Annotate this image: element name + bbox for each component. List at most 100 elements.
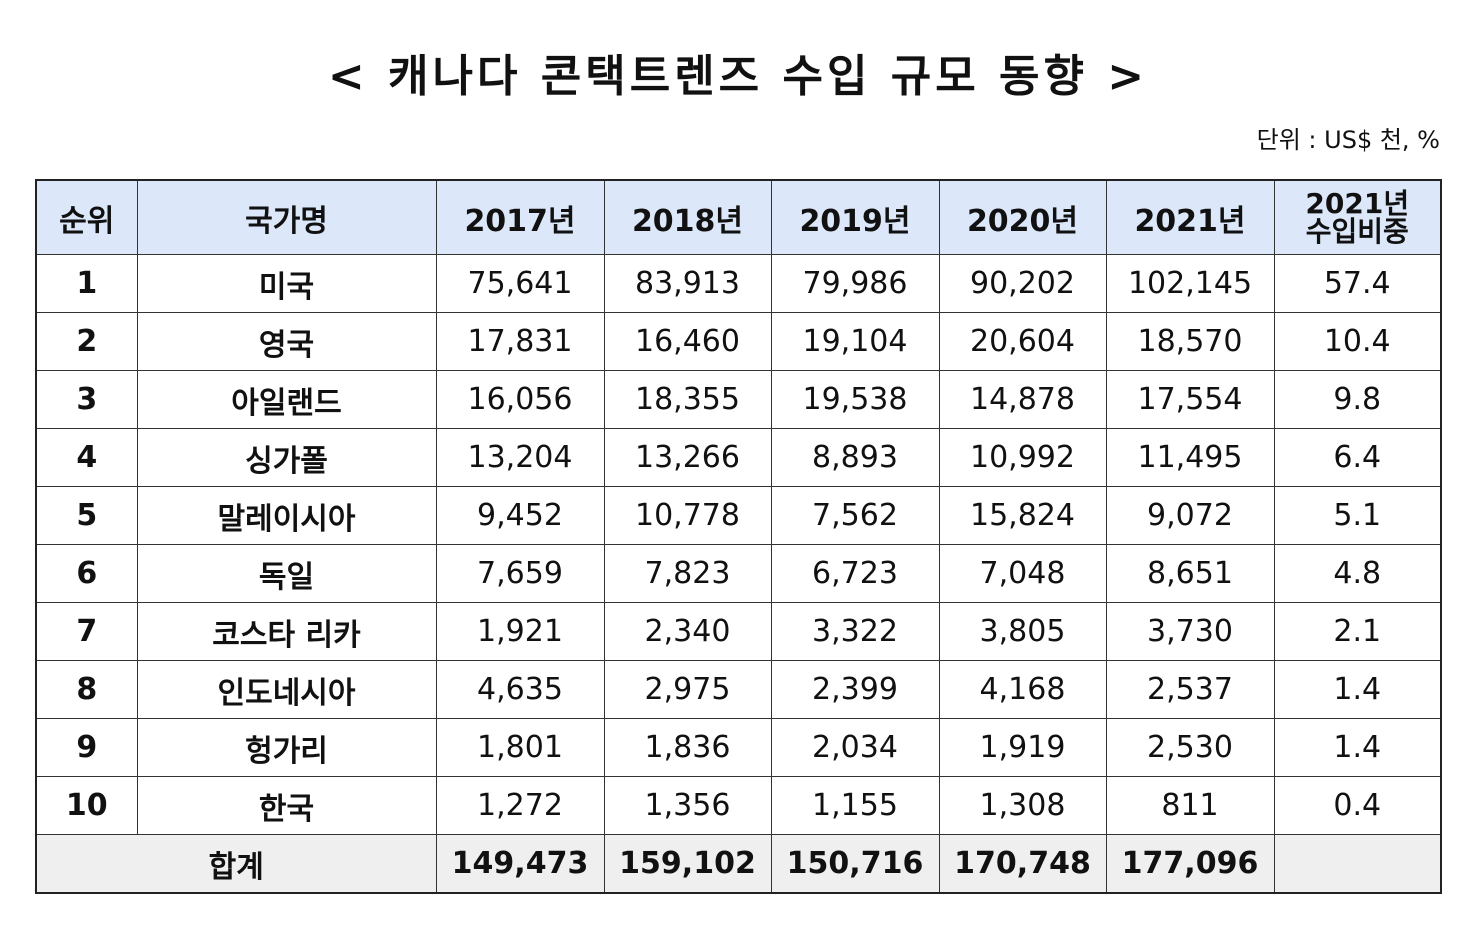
header-share-line2: 수입비중 bbox=[1305, 214, 1409, 248]
rank-cell: 2 bbox=[35, 312, 138, 371]
value-2018: 1,356 bbox=[603, 776, 772, 835]
value-2018: 2,975 bbox=[603, 660, 772, 719]
share-cell: 1.4 bbox=[1273, 660, 1442, 719]
value-2019: 2,034 bbox=[770, 718, 940, 777]
share-cell: 57.4 bbox=[1273, 254, 1442, 313]
country-cell: 말레이시아 bbox=[136, 486, 437, 545]
share-cell: 4.8 bbox=[1273, 544, 1442, 603]
total-label: 합계 bbox=[35, 834, 437, 894]
table-body: 1 미국 75,641 83,913 79,986 90,202 102,145 57.4 2 영… bbox=[35, 254, 1442, 894]
value-2018: 13,266 bbox=[603, 428, 772, 487]
country-cell: 미국 bbox=[136, 254, 437, 313]
table-row: 6 독일 7,659 7,823 6,723 7,048 8,651 4.8 bbox=[35, 544, 1442, 603]
share-cell: 2.1 bbox=[1273, 602, 1442, 661]
rank-cell: 10 bbox=[35, 776, 138, 835]
table-row: 7 코스타 리카 1,921 2,340 3,322 3,805 3,730 2.1 bbox=[35, 602, 1442, 661]
table-row: 4 싱가폴 13,204 13,266 8,893 10,992 11,495 6.4 bbox=[35, 428, 1442, 487]
header-share-line1: 2021년 bbox=[1305, 186, 1410, 220]
rank-cell: 4 bbox=[35, 428, 138, 487]
value-2018: 2,340 bbox=[603, 602, 772, 661]
value-2021: 9,072 bbox=[1105, 486, 1275, 545]
header-2019: 2019년 bbox=[770, 179, 940, 255]
value-2017: 4,635 bbox=[435, 660, 605, 719]
value-2017: 1,921 bbox=[435, 602, 605, 661]
share-cell: 5.1 bbox=[1273, 486, 1442, 545]
table-row: 9 헝가리 1,801 1,836 2,034 1,919 2,530 1.4 bbox=[35, 718, 1442, 777]
value-2019: 6,723 bbox=[770, 544, 940, 603]
header-2018: 2018년 bbox=[603, 179, 772, 255]
value-2017: 13,204 bbox=[435, 428, 605, 487]
value-2021: 18,570 bbox=[1105, 312, 1275, 371]
share-cell: 1.4 bbox=[1273, 718, 1442, 777]
total-value: 177,096 bbox=[1105, 834, 1275, 894]
value-2020: 20,604 bbox=[938, 312, 1107, 371]
value-2019: 19,538 bbox=[770, 370, 940, 429]
value-2017: 75,641 bbox=[435, 254, 605, 313]
value-2018: 18,355 bbox=[603, 370, 772, 429]
page-title: < 캐나다 콘택트렌즈 수입 규모 동향 > bbox=[327, 51, 1149, 102]
value-2019: 8,893 bbox=[770, 428, 940, 487]
total-value: 150,716 bbox=[770, 834, 940, 894]
header-rank: 순위 bbox=[35, 179, 138, 255]
table-row: 2 영국 17,831 16,460 19,104 20,604 18,570 10.4 bbox=[35, 312, 1442, 371]
total-value bbox=[1273, 834, 1442, 894]
country-cell: 한국 bbox=[136, 776, 437, 835]
rank-cell: 3 bbox=[35, 370, 138, 429]
header-country: 국가명 bbox=[136, 179, 437, 255]
header-2020: 2020년 bbox=[938, 179, 1107, 255]
header-row: 순위 국가명 2017년 2018년 2019년 2020년 2021년 202… bbox=[35, 179, 1442, 255]
rank-cell: 9 bbox=[35, 718, 138, 777]
share-cell: 10.4 bbox=[1273, 312, 1442, 371]
value-2020: 90,202 bbox=[938, 254, 1107, 313]
header-2021: 2021년 bbox=[1105, 179, 1275, 255]
rank-cell: 7 bbox=[35, 602, 138, 661]
value-2019: 19,104 bbox=[770, 312, 940, 371]
country-cell: 인도네시아 bbox=[136, 660, 437, 719]
value-2018: 10,778 bbox=[603, 486, 772, 545]
value-2019: 2,399 bbox=[770, 660, 940, 719]
value-2017: 7,659 bbox=[435, 544, 605, 603]
unit-label: 단위 : US$ 천, % bbox=[1256, 126, 1440, 154]
value-2018: 1,836 bbox=[603, 718, 772, 777]
share-cell: 9.8 bbox=[1273, 370, 1442, 429]
value-2021: 11,495 bbox=[1105, 428, 1275, 487]
country-cell: 아일랜드 bbox=[136, 370, 437, 429]
value-2020: 15,824 bbox=[938, 486, 1107, 545]
value-2021: 2,530 bbox=[1105, 718, 1275, 777]
value-2017: 1,272 bbox=[435, 776, 605, 835]
header-share: 2021년 수입비중 bbox=[1273, 179, 1442, 255]
country-cell: 싱가폴 bbox=[136, 428, 437, 487]
share-cell: 6.4 bbox=[1273, 428, 1442, 487]
table-row: 3 아일랜드 16,056 18,355 19,538 14,878 17,554 9.8 bbox=[35, 370, 1442, 429]
value-2019: 3,322 bbox=[770, 602, 940, 661]
value-2020: 14,878 bbox=[938, 370, 1107, 429]
value-2021: 811 bbox=[1105, 776, 1275, 835]
value-2020: 10,992 bbox=[938, 428, 1107, 487]
value-2017: 1,801 bbox=[435, 718, 605, 777]
value-2019: 79,986 bbox=[770, 254, 940, 313]
value-2017: 16,056 bbox=[435, 370, 605, 429]
import-table: 순위 국가명 2017년 2018년 2019년 2020년 2021년 202… bbox=[35, 179, 1442, 894]
value-2020: 1,919 bbox=[938, 718, 1107, 777]
value-2020: 4,168 bbox=[938, 660, 1107, 719]
total-row: 합계 149,473 159,102 150,716 170,748 177,096 bbox=[35, 834, 1442, 894]
value-2018: 7,823 bbox=[603, 544, 772, 603]
rank-cell: 5 bbox=[35, 486, 138, 545]
value-2017: 9,452 bbox=[435, 486, 605, 545]
table-row: 5 말레이시아 9,452 10,778 7,562 15,824 9,072 5.1 bbox=[35, 486, 1442, 545]
value-2021: 3,730 bbox=[1105, 602, 1275, 661]
value-2020: 7,048 bbox=[938, 544, 1107, 603]
country-cell: 영국 bbox=[136, 312, 437, 371]
table-row: 8 인도네시아 4,635 2,975 2,399 4,168 2,537 1.4 bbox=[35, 660, 1442, 719]
value-2017: 17,831 bbox=[435, 312, 605, 371]
value-2018: 16,460 bbox=[603, 312, 772, 371]
rank-cell: 6 bbox=[35, 544, 138, 603]
value-2020: 1,308 bbox=[938, 776, 1107, 835]
country-cell: 헝가리 bbox=[136, 718, 437, 777]
value-2020: 3,805 bbox=[938, 602, 1107, 661]
value-2019: 1,155 bbox=[770, 776, 940, 835]
rank-cell: 1 bbox=[35, 254, 138, 313]
header-2017: 2017년 bbox=[435, 179, 605, 255]
rank-cell: 8 bbox=[35, 660, 138, 719]
value-2021: 8,651 bbox=[1105, 544, 1275, 603]
